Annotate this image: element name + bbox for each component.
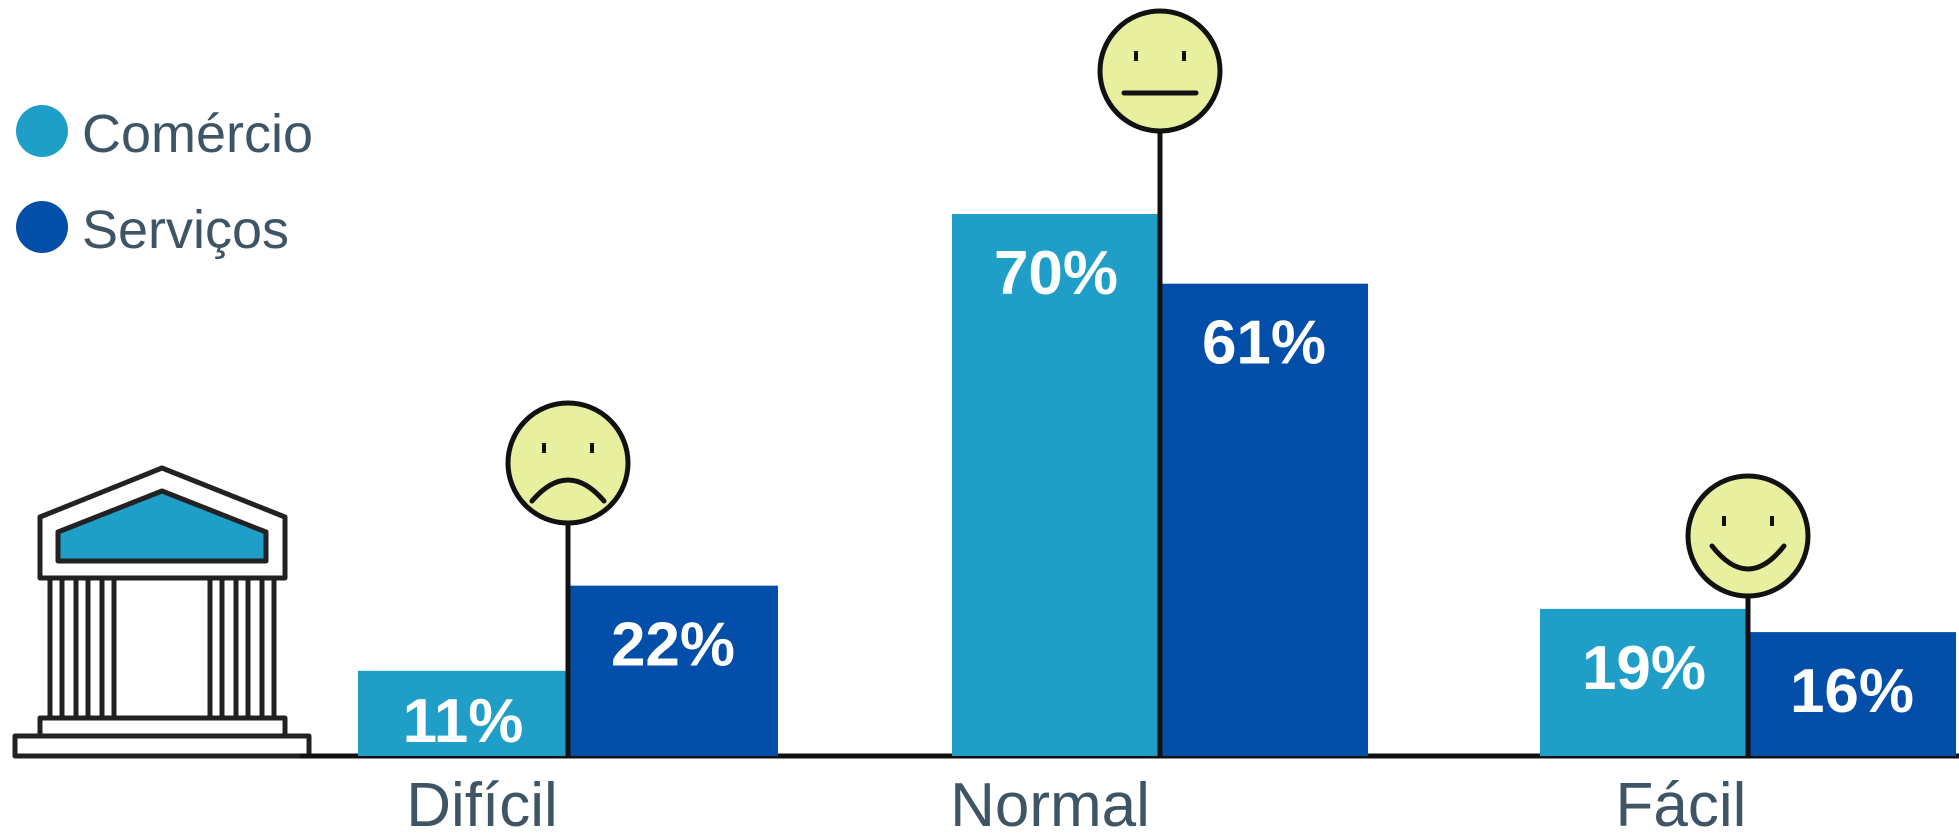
legend: Comércio Serviços [16,104,313,260]
sad-face-icon [505,400,631,526]
value-label-servicos-0: 22% [611,611,735,680]
bar-servicos-1 [1160,283,1368,756]
value-label-comercio-1: 70% [994,239,1118,308]
bar-servicos-2 [1748,632,1956,756]
category-label-dificil: Difícil [406,771,558,837]
value-label-servicos-2: 16% [1790,657,1914,726]
face-mouth-0 [529,477,607,504]
bar-comercio-2 [1540,608,1748,756]
value-label-comercio-2: 19% [1582,634,1706,703]
legend-marker-comercio [16,105,68,157]
legend-label-comercio: Comércio [82,104,313,164]
neutral-face-icon [1097,8,1223,134]
value-label-servicos-1: 61% [1202,309,1326,378]
bar-comercio-0 [358,670,568,756]
category-label-normal: Normal [950,771,1150,837]
value-label-comercio-0: 11% [403,687,524,756]
legend-marker-servicos [16,201,68,253]
bar-comercio-1 [952,214,1160,756]
legend-label-servicos: Serviços [82,200,289,260]
bar-servicos-0 [568,585,778,756]
bank-building-icon [12,465,312,759]
chart-marks: 11% 22% 70% 61% 19% 16% [358,8,1956,756]
happy-face-icon [1685,473,1811,599]
category-label-facil: Fácil [1616,771,1747,837]
face-mouth-2 [1709,543,1787,572]
